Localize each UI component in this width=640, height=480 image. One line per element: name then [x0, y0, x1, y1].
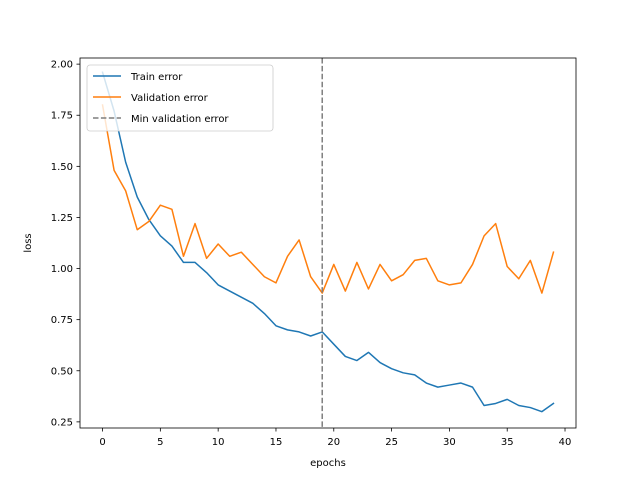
- x-tick: 25: [385, 428, 398, 448]
- x-tick-label: 5: [157, 437, 163, 448]
- y-tick: 1.25: [51, 213, 80, 224]
- x-tick-label: 15: [270, 437, 283, 448]
- x-axis: 0 5 10 15 20 25 30 35 40: [99, 428, 571, 448]
- y-tick-label: 1.25: [51, 213, 73, 224]
- plot-frame: [79, 57, 577, 429]
- x-tick: 35: [501, 428, 514, 448]
- x-tick-label: 30: [443, 437, 456, 448]
- x-tick: 20: [327, 428, 340, 448]
- y-tick-label: 0.75: [51, 315, 73, 326]
- y-tick-label: 2.00: [51, 60, 73, 71]
- x-tick-label: 25: [385, 437, 398, 448]
- x-tick-label: 0: [99, 437, 105, 448]
- legend-label-min-validation: Min validation error: [131, 114, 229, 125]
- x-tick: 5: [157, 428, 164, 448]
- series-line-0: [101, 71, 555, 413]
- y-tick: 1.50: [51, 162, 80, 173]
- y-tick: 0.75: [51, 315, 80, 326]
- y-tick: 1.75: [51, 111, 80, 122]
- y-tick-label: 1.00: [51, 264, 73, 275]
- lines-layer: [101, 71, 555, 413]
- legend-label-validation: Validation error: [131, 93, 209, 104]
- y-tick-label: 0.25: [51, 417, 73, 428]
- y-tick: 0.50: [51, 366, 80, 377]
- y-axis: 0.25 0.50 0.75 1.00 1.25 1.50 1.75 2.00: [51, 60, 80, 428]
- x-axis-label: epochs: [310, 458, 346, 469]
- x-tick: 40: [559, 428, 572, 448]
- x-tick-label: 20: [327, 437, 340, 448]
- y-tick: 2.00: [51, 60, 80, 71]
- y-tick-label: 1.75: [51, 111, 73, 122]
- x-tick-label: 35: [501, 437, 514, 448]
- y-tick-label: 0.50: [51, 366, 73, 377]
- x-tick: 30: [443, 428, 456, 448]
- legend-box: [86, 64, 274, 132]
- legend: Train error Validation error Min validat…: [86, 64, 274, 132]
- y-tick-label: 1.50: [51, 162, 73, 173]
- x-tick: 0: [99, 428, 106, 448]
- series-line-1: [101, 104, 555, 294]
- y-tick: 0.25: [51, 417, 80, 428]
- legend-label-train: Train error: [130, 72, 183, 83]
- y-axis-label: loss: [23, 233, 34, 252]
- x-tick-label: 40: [559, 437, 572, 448]
- x-tick: 15: [270, 428, 283, 448]
- x-tick-label: 10: [212, 437, 225, 448]
- x-tick: 10: [212, 428, 225, 448]
- y-tick: 1.00: [51, 264, 80, 275]
